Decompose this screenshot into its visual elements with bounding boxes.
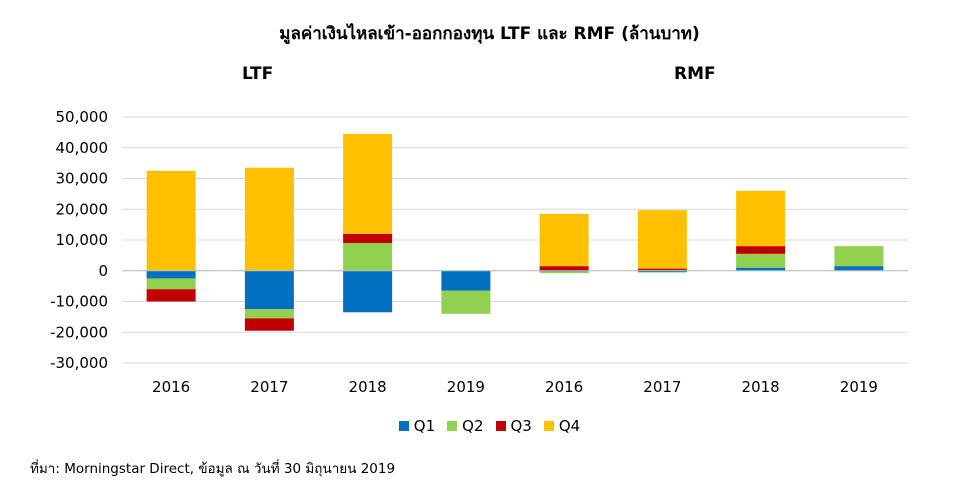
y-tick-label: 0	[98, 262, 108, 280]
bar-q2	[834, 246, 884, 267]
x-tick-label: 2018	[349, 378, 387, 396]
y-tick-label: -10,000	[50, 293, 108, 311]
legend-label-q4: Q4	[558, 417, 581, 435]
x-tick-label: 2016	[152, 378, 190, 396]
bar-q1	[244, 270, 294, 310]
bar-q4	[637, 210, 687, 269]
bar-q1	[834, 266, 884, 271]
y-tick-label: 20,000	[56, 200, 109, 218]
legend-item-q2: Q2	[447, 417, 484, 435]
bar-q3	[736, 246, 786, 254]
legend-item-q1: Q1	[398, 417, 436, 435]
legend-swatch-q4	[543, 421, 554, 431]
chart-title: มูลค่าเงินไหลเข้า-ออกกองทุน LTF และ RMF …	[279, 24, 700, 44]
source-note: ที่มา: Morningstar Direct, ข้อมูล ณ วันท…	[30, 461, 396, 477]
bar-q2	[146, 278, 196, 290]
bar-q4	[539, 213, 589, 267]
bar-q4	[244, 167, 294, 271]
x-tick-label: 2019	[447, 378, 485, 396]
y-tick-label: 40,000	[56, 139, 109, 157]
bar-q4	[736, 190, 786, 247]
y-tick-label: -30,000	[50, 354, 108, 372]
group-label-rmf: RMF	[674, 64, 716, 84]
bar-q3	[146, 289, 196, 302]
bar-q1	[736, 267, 786, 271]
bar-q2	[343, 243, 393, 271]
legend-swatch-q3	[495, 421, 506, 431]
y-tick-label: 50,000	[56, 108, 109, 126]
legend: Q1 Q2 Q3 Q4	[0, 417, 979, 435]
bar-q2	[539, 271, 589, 274]
bar-q2	[441, 290, 491, 314]
x-tick-label: 2017	[250, 378, 288, 396]
bar-q1	[441, 270, 491, 291]
bar-q2	[244, 309, 294, 319]
bar-q4	[343, 133, 393, 234]
bar-q2	[736, 253, 786, 268]
legend-swatch-q1	[398, 421, 409, 431]
bar-q3	[637, 268, 687, 271]
x-tick-label: 2017	[643, 378, 681, 396]
y-tick-label: -20,000	[50, 323, 108, 341]
bar-q1	[343, 270, 393, 313]
group-label-ltf: LTF	[242, 64, 274, 84]
legend-label-q1: Q1	[413, 417, 436, 435]
legend-item-q4: Q4	[543, 417, 581, 435]
bar-q3	[244, 318, 294, 331]
x-tick-label: 2019	[840, 378, 878, 396]
bar-q3	[343, 233, 393, 244]
y-tick-label: 10,000	[56, 231, 109, 249]
bar-q1	[637, 270, 687, 273]
x-tick-label: 2018	[742, 378, 780, 396]
legend-label-q3: Q3	[510, 417, 532, 435]
legend-label-q2: Q2	[462, 417, 484, 435]
bar-q3	[539, 266, 589, 271]
bar-q4	[146, 170, 196, 271]
x-tick-label: 2016	[545, 378, 583, 396]
legend-item-q3: Q3	[495, 417, 532, 435]
y-tick-label: 30,000	[56, 170, 109, 188]
bar-q1	[146, 270, 196, 279]
legend-swatch-q2	[447, 421, 458, 431]
